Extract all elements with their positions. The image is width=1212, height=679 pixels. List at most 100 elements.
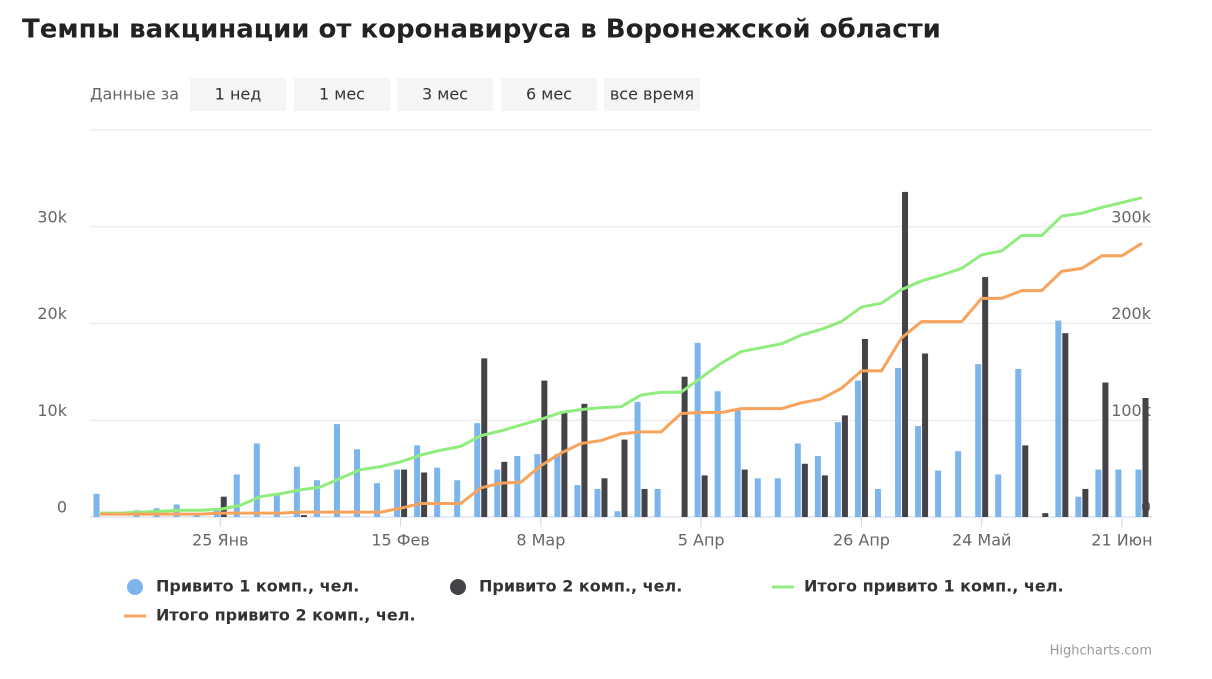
bar (814, 456, 821, 517)
bar (854, 380, 861, 517)
bar (1075, 496, 1082, 517)
bar (333, 424, 340, 517)
bar (614, 511, 621, 517)
bar (601, 478, 608, 517)
bar (654, 488, 661, 517)
bar (401, 469, 408, 517)
y2-tick-label: 100k (1111, 401, 1152, 420)
bar (774, 478, 781, 517)
bar (581, 403, 588, 517)
bar (1095, 469, 1102, 517)
bar (834, 422, 841, 517)
x-tick-label: 24 Май (952, 531, 1011, 550)
x-tick-label: 21 Июн (1091, 531, 1152, 550)
bar (794, 443, 801, 517)
bar (681, 376, 688, 517)
bar (220, 496, 227, 517)
bar (534, 454, 541, 517)
bar (374, 483, 381, 517)
bar (253, 443, 260, 517)
legend-label[interactable]: Привито 2 комп., чел. (479, 577, 682, 596)
range-button-label[interactable]: 6 мес (526, 85, 572, 104)
bar (741, 469, 748, 517)
y-tick-label: 0 (57, 498, 67, 517)
range-button[interactable] (190, 78, 286, 111)
bar (1082, 488, 1089, 517)
bar (354, 449, 361, 517)
bar (1115, 469, 1122, 517)
y2-tick-label: 200k (1111, 304, 1152, 323)
bar (935, 470, 942, 517)
bar (714, 391, 721, 517)
bar (915, 426, 922, 517)
x-tick-label: 8 Мар (516, 531, 565, 550)
bar (313, 480, 320, 517)
y-tick-label: 10k (37, 401, 67, 420)
range-button-label[interactable]: все время (610, 85, 694, 104)
bar (554, 454, 561, 517)
bar (621, 439, 628, 517)
bar (1062, 333, 1069, 517)
range-button[interactable] (294, 78, 390, 111)
range-button-label[interactable]: 3 мес (422, 85, 468, 104)
bar (754, 478, 761, 517)
bar (922, 353, 929, 517)
bar (501, 461, 508, 517)
legend-symbol[interactable] (127, 579, 143, 595)
bar (454, 480, 461, 517)
line (100, 241, 1143, 516)
bar (434, 467, 441, 517)
bar (734, 410, 741, 517)
range-label: Данные за (90, 85, 179, 104)
bar (474, 423, 481, 517)
bar (494, 469, 501, 517)
bar (594, 488, 601, 517)
range-button[interactable] (501, 78, 597, 111)
bar (1055, 320, 1062, 517)
bar (193, 515, 200, 517)
legend-label[interactable]: Итого привито 2 комп., чел. (156, 606, 416, 625)
bar (995, 474, 1002, 517)
bar (300, 515, 307, 517)
bar (233, 474, 240, 517)
range-button-label[interactable]: 1 нед (215, 85, 262, 104)
bar (821, 475, 828, 517)
bar (273, 493, 280, 517)
legend-label[interactable]: Итого привито 1 комп., чел. (804, 577, 1064, 596)
y-tick-label: 30k (37, 207, 67, 226)
bar (975, 364, 982, 517)
range-button[interactable] (397, 78, 493, 111)
bar (574, 485, 581, 517)
bar (801, 463, 808, 517)
x-tick-label: 26 Апр (833, 531, 890, 550)
bar (1142, 397, 1149, 517)
bar (421, 472, 428, 517)
bar (982, 277, 989, 517)
x-tick-label: 5 Апр (678, 531, 725, 550)
legend-symbol[interactable] (450, 579, 466, 595)
bar (641, 488, 648, 517)
bar (1015, 368, 1022, 517)
x-tick-label: 15 Фев (371, 531, 430, 550)
bar (93, 493, 100, 517)
x-tick-label: 25 Янв (192, 531, 248, 550)
bar (394, 469, 401, 517)
bar (955, 451, 962, 517)
bar (1022, 445, 1029, 517)
bar (895, 368, 902, 517)
bar (1042, 513, 1049, 517)
bar (694, 342, 701, 517)
y-tick-label: 20k (37, 304, 67, 323)
bar (514, 456, 521, 517)
legend-label[interactable]: Привито 1 комп., чел. (156, 577, 359, 596)
bar (841, 415, 848, 517)
bar (861, 338, 868, 517)
range-button[interactable] (604, 78, 700, 111)
bar (1135, 469, 1142, 517)
bar (1102, 382, 1109, 517)
y2-tick-label: 300k (1111, 207, 1152, 226)
bar (634, 401, 641, 517)
range-button-label[interactable]: 1 мес (319, 85, 365, 104)
bar (561, 412, 568, 517)
